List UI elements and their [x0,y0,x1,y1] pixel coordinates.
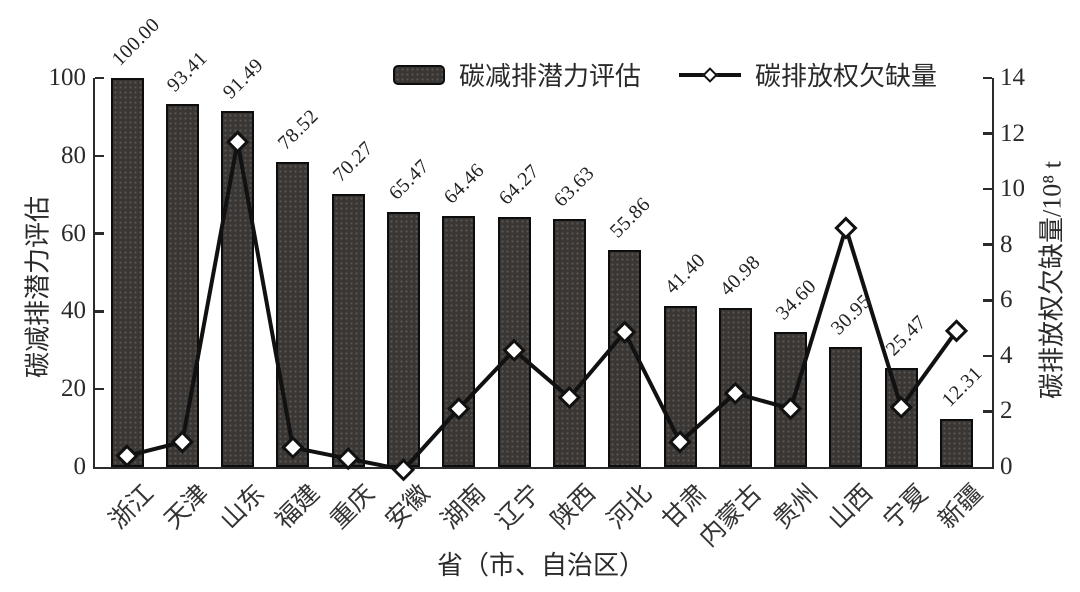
x-tick-label-贵州: 贵州 [768,479,823,535]
line-swatch-icon [679,66,742,83]
bar-天津 [165,103,199,467]
x-tick-label-宁夏: 宁夏 [878,479,934,535]
right-axis-tick-label-0: 0 [1000,453,1013,480]
left-axis-tick-label-40: 40 [61,297,86,325]
line-path [126,141,959,472]
right-tick-mark-2 [983,410,992,413]
line-marker-宁夏 [889,395,913,419]
legend-item-bar-series: 碳减排潜力评估 [393,56,641,93]
line-series-碳排放权欠缺量 [115,130,969,482]
left-axis-tick-label-20: 20 [61,375,86,403]
bar-新疆 [940,419,973,467]
bar-福建 [276,161,310,467]
right-tick-mark-6 [983,299,992,302]
left-axis-tick-label-0: 0 [73,453,87,480]
right-tick-mark-14 [983,76,992,80]
y-axis-title-right: 碳排放权欠缺量/10⁸ t [1037,160,1067,400]
right-tick-mark-4 [983,354,992,358]
x-tick-label-福建: 福建 [270,479,325,535]
bar-湖南 [442,216,476,467]
line-marker-浙江 [115,444,139,468]
bar-swatch-icon [393,64,445,85]
legend-item-line-series: 碳排放权欠缺量 [679,56,937,93]
left-tick-mark-40 [95,310,104,313]
legend: 碳减排潜力评估 碳排放权欠缺量 [393,56,937,93]
line-marker-内蒙古 [723,381,747,405]
right-tick-mark-10 [983,187,992,191]
bar-浙江 [110,78,144,467]
x-tick-label-安徽: 安徽 [381,479,436,535]
legend-label-bar-series: 碳减排潜力评估 [459,62,642,91]
bar-山西 [829,346,863,467]
right-axis-tick-label-14: 14 [1000,64,1025,91]
right-tick-mark-8 [983,243,992,246]
x-tick-label-陕西: 陕西 [546,479,602,535]
right-axis-tick-label-10: 10 [1000,175,1025,203]
right-axis-tick-label-4: 4 [1000,341,1013,369]
left-tick-mark-60 [95,232,104,235]
left-tick-mark-20 [95,387,104,391]
left-axis-tick-label-100: 100 [48,64,87,91]
bar-陕西 [552,219,586,467]
bar-山东 [221,111,255,467]
right-axis-tick-label-8: 8 [1000,230,1013,258]
y-axis-title-left: 碳减排潜力评估 [23,195,53,379]
x-tick-label-河北: 河北 [602,479,657,535]
right-axis-tick-label-12: 12 [1000,119,1025,147]
bar-贵州 [774,332,808,467]
line-marker-辽宁 [502,338,526,362]
bar-重庆 [331,193,365,467]
right-axis-tick-label-2: 2 [1000,397,1013,425]
line-marker-山西 [834,216,858,240]
line-marker-福建 [281,435,305,460]
left-tick-mark-80 [95,154,104,158]
line-marker-甘肃 [668,430,692,454]
diamond-marker-icon [702,66,718,83]
legend-label-line-series: 碳排放权欠缺量 [755,62,938,91]
left-axis-tick-label-60: 60 [61,219,86,247]
line-marker-天津 [170,430,194,454]
x-tick-label-湖南: 湖南 [436,479,491,535]
x-tick-label-重庆: 重庆 [325,479,381,535]
line-marker-山东 [225,130,250,154]
line-marker-陕西 [557,385,582,410]
x-tick-label-浙江: 浙江 [104,479,160,535]
right-axis-tick-label-6: 6 [1000,286,1013,314]
x-tick-label-辽宁: 辽宁 [491,479,547,535]
line-marker-新疆 [944,319,969,343]
line-marker-安徽 [391,458,416,482]
x-tick-label-新疆: 新疆 [934,479,989,535]
line-marker-重庆 [336,447,360,471]
x-tick-label-天津: 天津 [159,479,215,535]
left-axis-tick-label-80: 80 [61,141,86,169]
bar-辽宁 [497,217,531,467]
x-tick-label-内蒙古: 内蒙古 [695,479,768,553]
x-tick-label-山东: 山东 [215,479,270,535]
plot-area: 100.00 浙江 93.41 天津 91.49 山东 78.52 福建 70.27 重庆 65.4… [93,14,994,552]
line-marker-贵州 [778,397,803,421]
left-tick-mark-100 [95,76,104,80]
right-tick-mark-12 [983,132,992,135]
x-tick-label-山西: 山西 [823,479,878,535]
line-marker-河北 [613,320,637,344]
x-axis-title: 省（市、自治区） [436,551,646,580]
line-marker-湖南 [447,397,471,421]
bar-安徽 [387,212,420,467]
bar-value-label-浙江: 100.00 [107,13,165,71]
